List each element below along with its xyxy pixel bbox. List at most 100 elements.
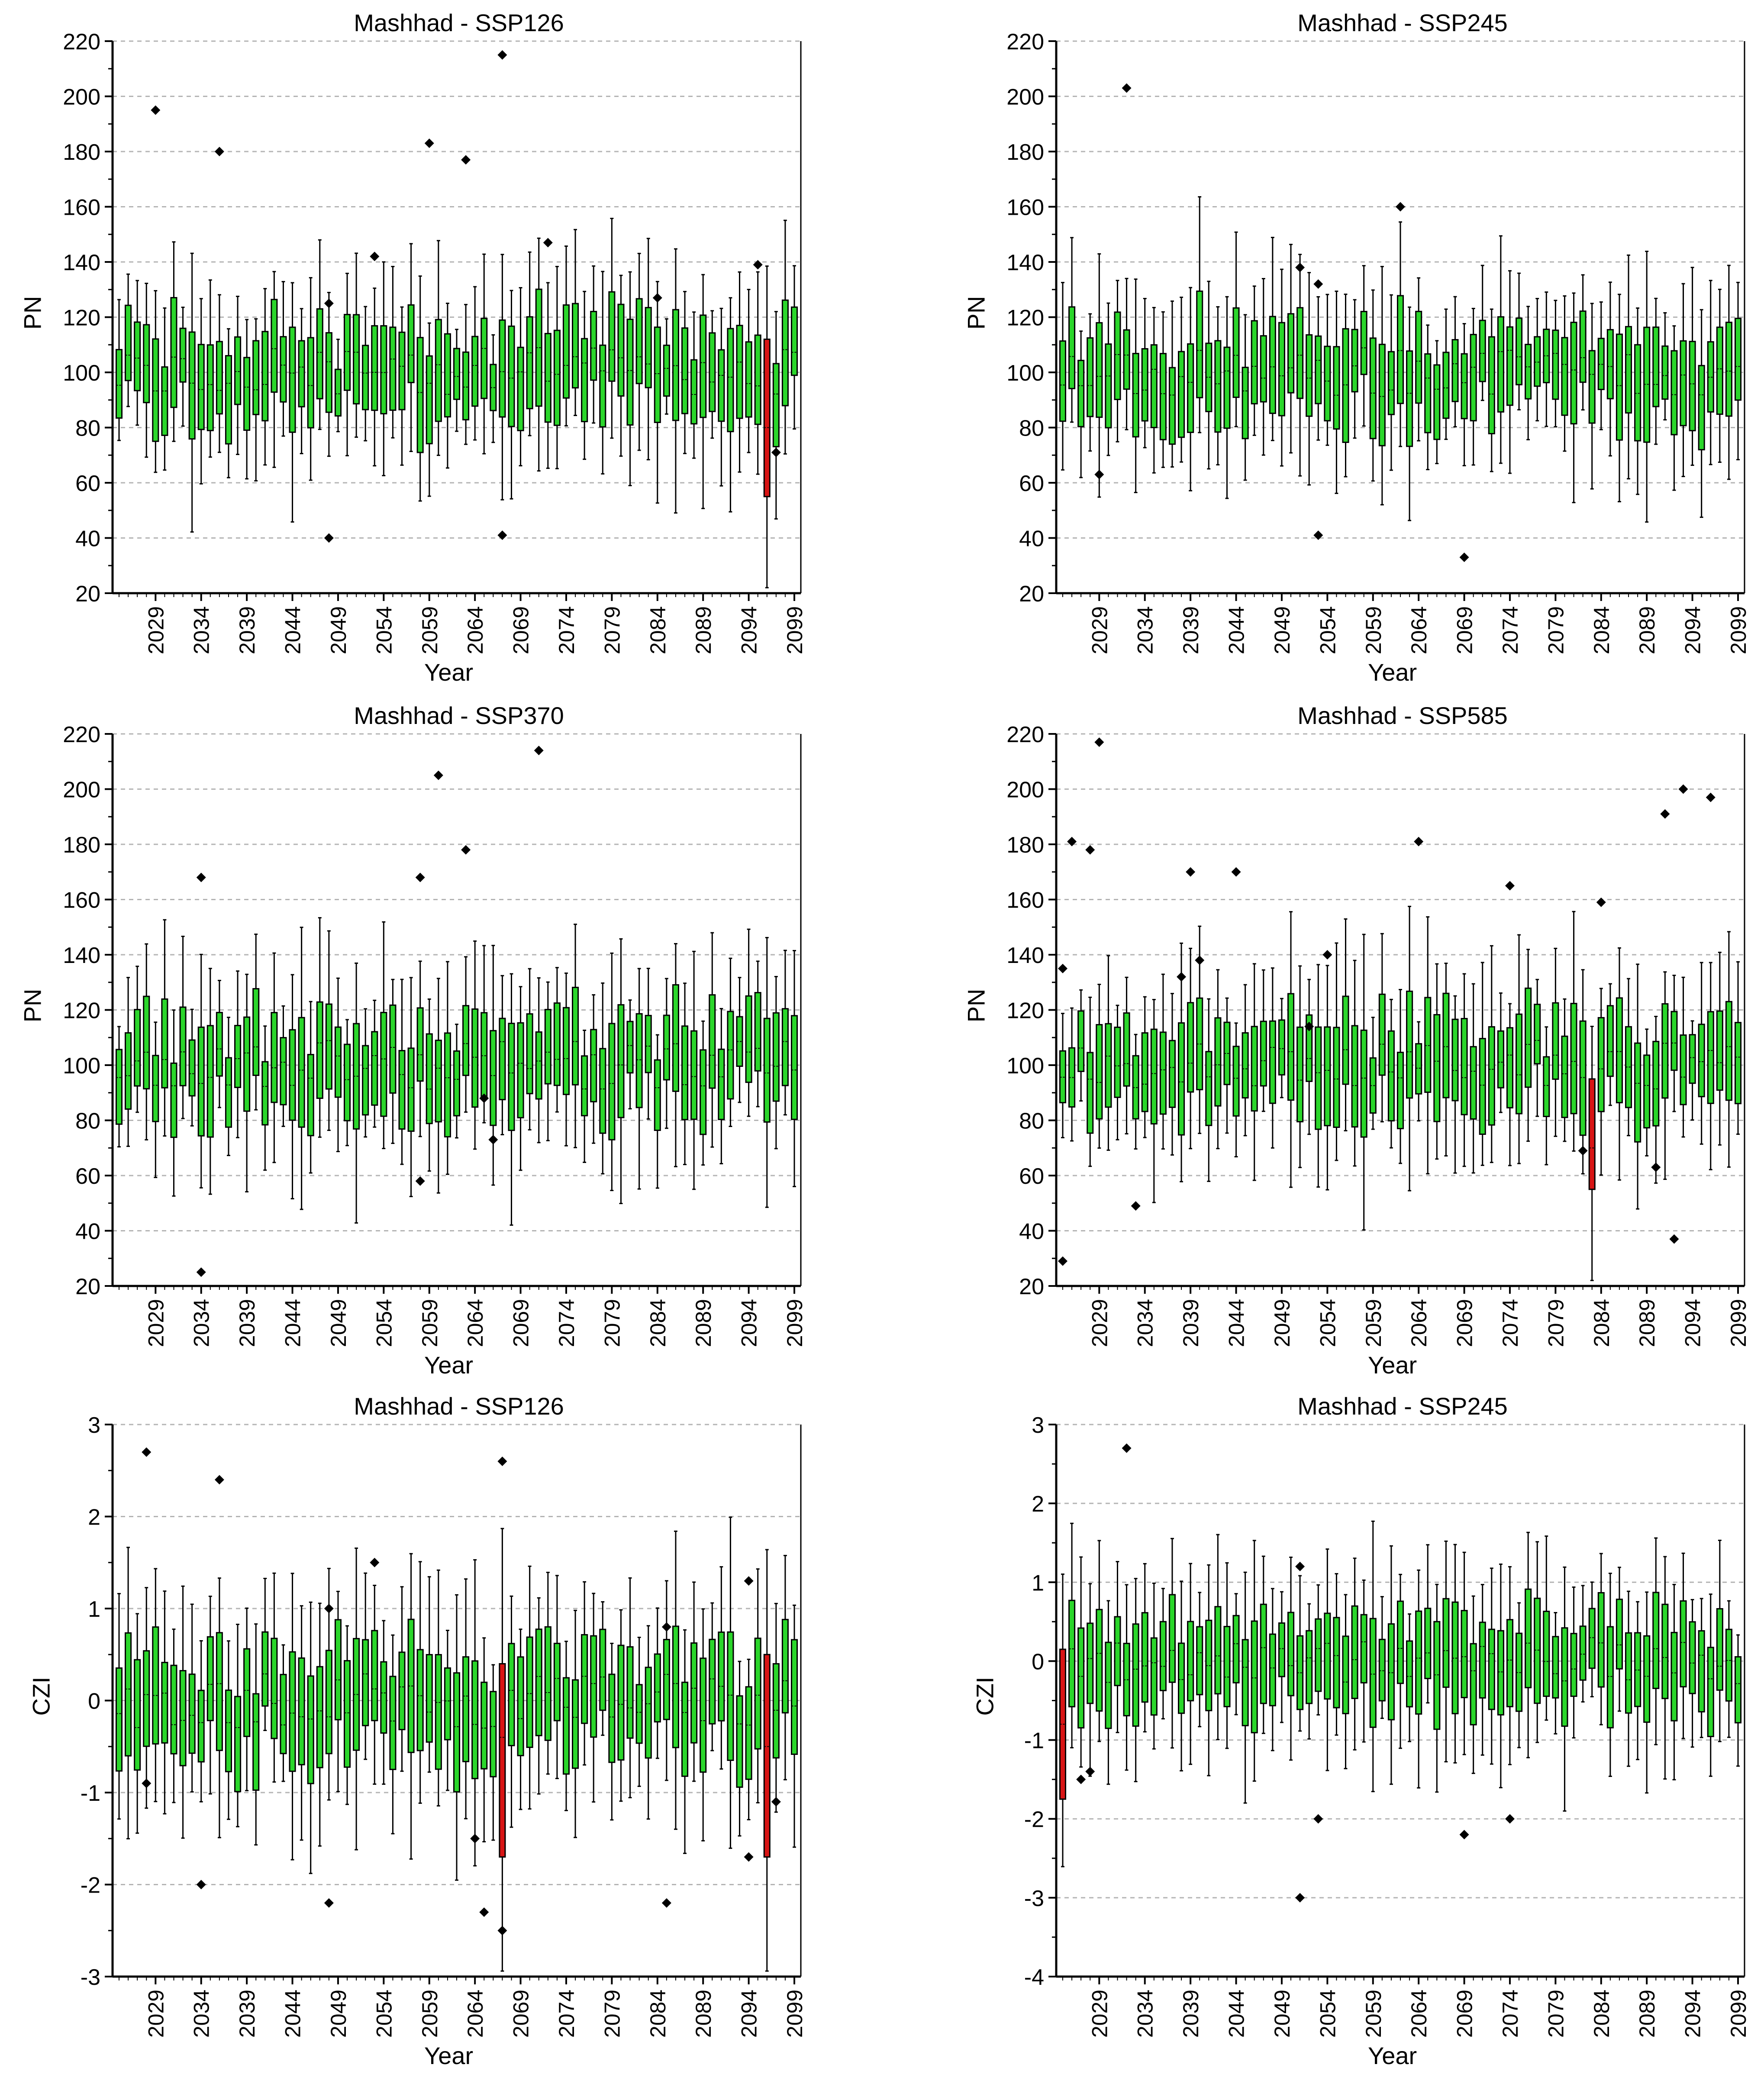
x-tick-label: 2029 — [1087, 606, 1112, 654]
box-2048 — [1269, 1020, 1276, 1104]
x-tick-label: 2059 — [1361, 1299, 1386, 1347]
box-2075 — [572, 303, 579, 389]
outlier-point — [1131, 1201, 1141, 1211]
box-2069 — [517, 1656, 524, 1757]
box-2026 — [125, 1632, 132, 1757]
box-2062 — [1396, 295, 1404, 404]
box-2080 — [1561, 337, 1568, 416]
box-2090 — [1652, 1592, 1660, 1689]
y-tick-label: 100 — [63, 361, 100, 386]
x-tick-label: 2049 — [326, 606, 351, 654]
box-2079 — [1552, 1636, 1559, 1699]
box-2047 — [1260, 1603, 1267, 1704]
outlier-point — [196, 1267, 206, 1277]
box-2059 — [426, 355, 433, 445]
y-tick-label: 200 — [1006, 778, 1044, 803]
box-2050 — [1287, 313, 1295, 394]
box-2056 — [1342, 995, 1349, 1085]
box-2065 — [481, 1681, 488, 1770]
box-2097 — [772, 1663, 780, 1759]
x-tick-label: 2054 — [372, 1299, 396, 1347]
box-2085 — [1606, 1626, 1614, 1728]
box-2041 — [261, 331, 269, 422]
box-2048 — [325, 1650, 332, 1754]
box-2054 — [380, 1011, 387, 1117]
box-2025 — [115, 1049, 123, 1125]
box-2045 — [298, 1017, 305, 1128]
box-2053 — [1315, 1026, 1322, 1130]
box-2059 — [426, 1654, 433, 1743]
box-2043 — [1223, 1626, 1231, 1708]
x-tick-label: 2089 — [1635, 606, 1659, 654]
outlier-point — [1706, 792, 1716, 802]
outlier-point — [1085, 1767, 1095, 1777]
box-2060 — [1378, 993, 1386, 1076]
box-2029 — [1096, 1024, 1103, 1120]
outlier-point — [771, 447, 781, 457]
box-2088 — [690, 359, 698, 425]
box-2084 — [654, 1059, 661, 1131]
box-2070 — [526, 1636, 533, 1748]
x-tick-label: 2069 — [1453, 1990, 1477, 2038]
box-2094 — [745, 341, 752, 418]
box-2027 — [134, 1659, 141, 1771]
box-2058 — [1360, 1029, 1367, 1138]
y-tick-label: 220 — [1006, 722, 1044, 747]
outlier-point — [1186, 867, 1196, 877]
y-tick-label: 60 — [1019, 471, 1044, 496]
x-tick-label: 2049 — [1270, 1299, 1294, 1347]
box-2091 — [718, 349, 725, 422]
x-tick-label: 2094 — [1681, 1299, 1705, 1347]
y-tick-label: 220 — [63, 722, 100, 747]
box-2055 — [389, 1004, 397, 1094]
x-tick-label: 2044 — [1225, 1990, 1249, 2038]
outlier-point — [1094, 469, 1104, 479]
x-tick-label: 2074 — [1498, 1299, 1522, 1347]
box-2073 — [1497, 316, 1504, 413]
box-2085 — [663, 1014, 670, 1081]
box-2053 — [371, 1630, 378, 1722]
box-2064 — [1415, 310, 1422, 404]
box-2079 — [608, 291, 616, 382]
box-2098 — [1725, 1628, 1732, 1702]
box-2078 — [1543, 1056, 1550, 1118]
box-2062 — [453, 1050, 461, 1117]
x-tick-label: 2059 — [1361, 1990, 1386, 2038]
box-2057 — [1351, 329, 1358, 393]
box-2025 — [1059, 340, 1067, 422]
box-2098 — [1725, 1001, 1732, 1101]
box-2084 — [1597, 1017, 1605, 1112]
box-2032 — [1123, 1012, 1130, 1087]
box-2028 — [143, 995, 150, 1090]
x-tick-label: 2054 — [1316, 1990, 1340, 2038]
box-2072 — [544, 1009, 551, 1085]
outlier-point — [534, 746, 544, 756]
box-2053 — [1315, 1618, 1322, 1692]
box-2063 — [462, 1005, 470, 1076]
box-2070 — [1470, 334, 1477, 422]
outlier-point — [1177, 972, 1187, 982]
box-2049 — [334, 1619, 342, 1721]
box-2033 — [1132, 1623, 1139, 1727]
box-2082 — [1579, 310, 1587, 383]
box-2077 — [1534, 1597, 1541, 1704]
box-2066 — [1433, 364, 1441, 440]
y-tick-label: 40 — [75, 527, 100, 552]
x-tick-label: 2074 — [555, 606, 579, 654]
box-2090 — [1652, 326, 1660, 407]
box-2046 — [307, 1054, 314, 1137]
box-2028 — [1087, 337, 1094, 417]
box-2088 — [690, 1642, 698, 1744]
box-2084 — [654, 326, 661, 423]
box-2061 — [1387, 351, 1395, 415]
box-2084 — [654, 1653, 661, 1723]
chart-panel-pn-ssp126: Mashhad - SSP126 PN Year 20 40 60 80 100 120 1… — [19, 0, 892, 688]
box-2088 — [1634, 344, 1641, 442]
box-2036 — [216, 1011, 223, 1077]
outlier-point — [324, 1604, 334, 1613]
outlier-point — [1322, 950, 1332, 959]
x-tick-label: 2064 — [463, 606, 487, 654]
box-2032 — [179, 1006, 187, 1086]
box-2040 — [252, 340, 260, 415]
box-2073 — [1497, 1630, 1504, 1715]
